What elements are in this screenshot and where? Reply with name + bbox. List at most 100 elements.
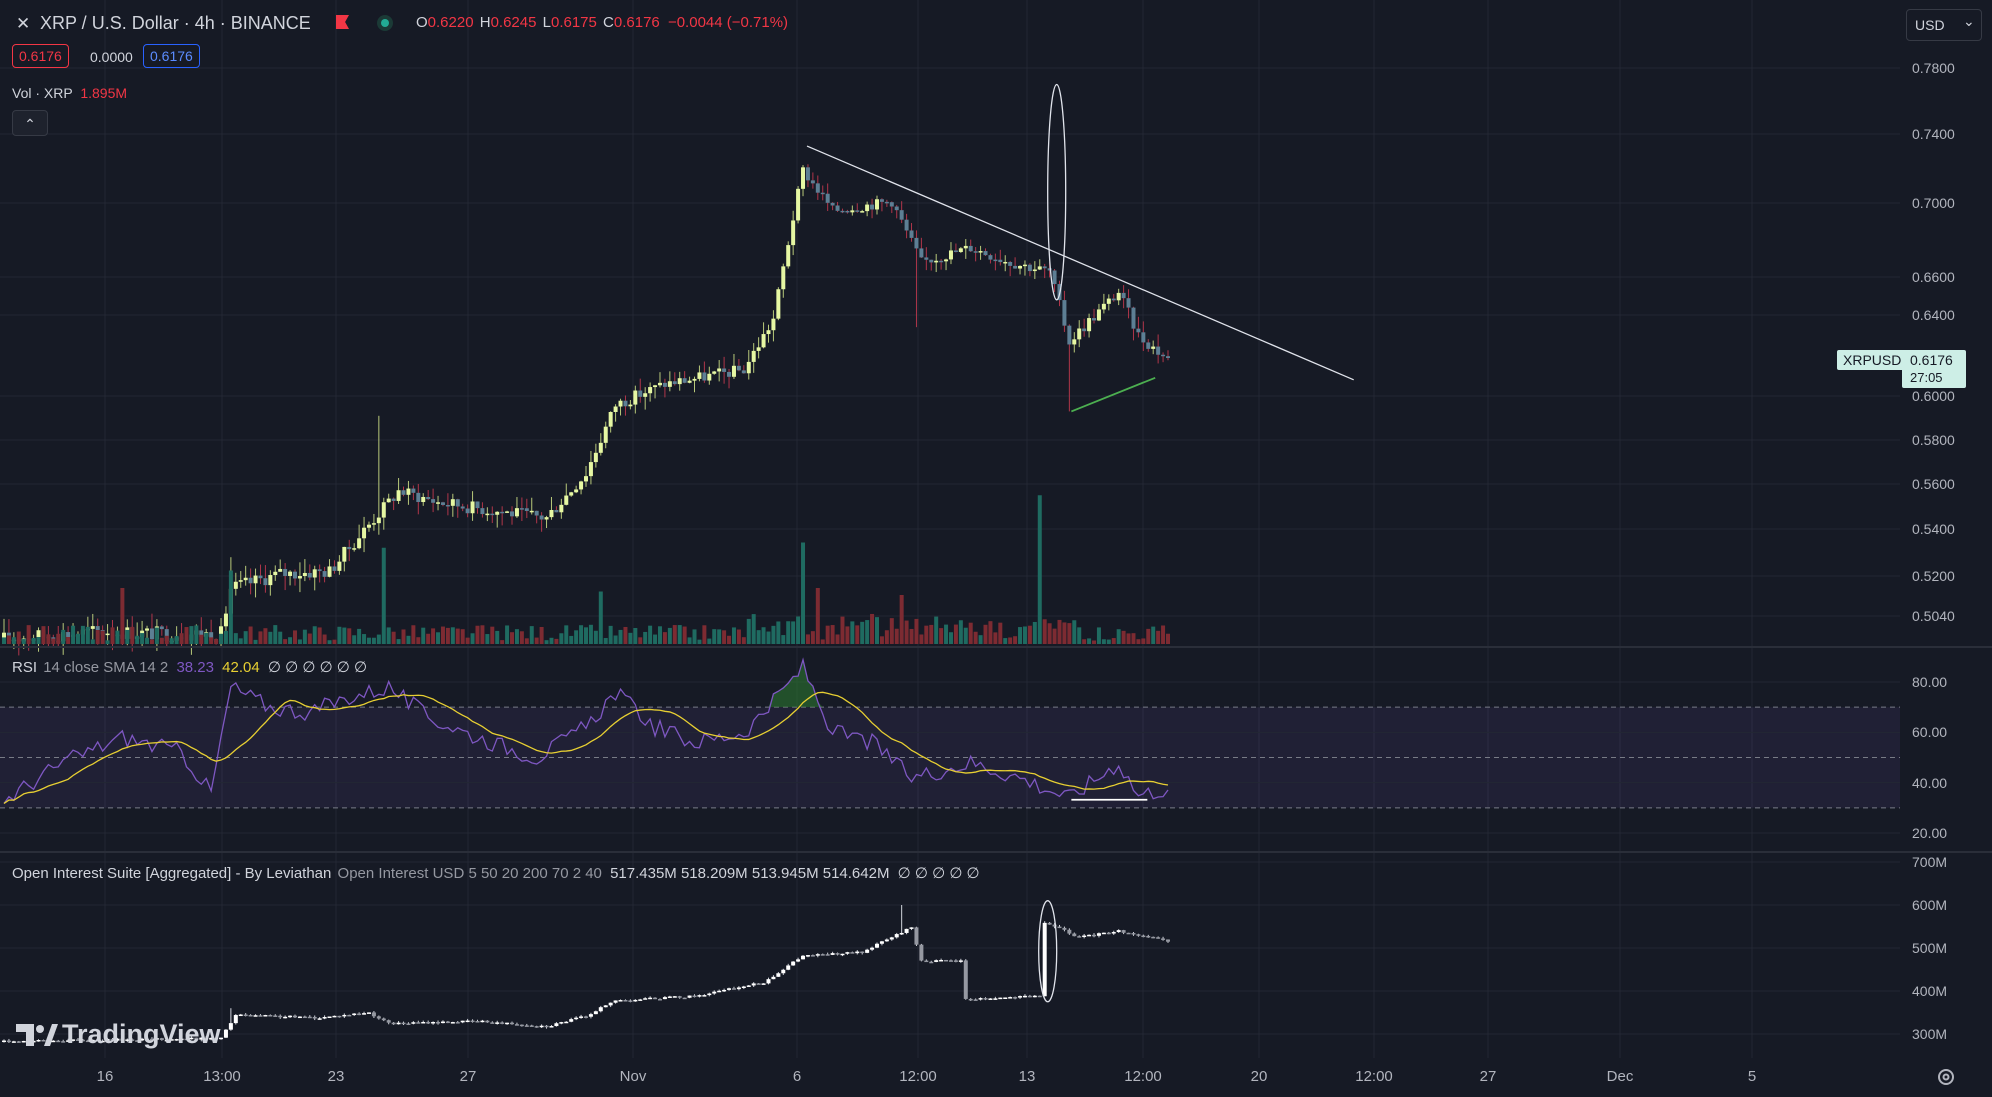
oi-candle bbox=[169, 1038, 174, 1041]
price-candle bbox=[870, 198, 875, 219]
oi-candle-body bbox=[722, 989, 727, 992]
oi-candle bbox=[362, 1011, 367, 1015]
pane-separator-rsi-oi[interactable] bbox=[0, 851, 1992, 853]
volume-bar bbox=[1161, 625, 1166, 644]
price-candle bbox=[445, 493, 450, 516]
volume-bar bbox=[41, 626, 46, 644]
oi-candle-body bbox=[490, 1022, 495, 1024]
oi-candle-body bbox=[1003, 997, 1008, 1000]
ask-price-button[interactable]: 0.6176 bbox=[143, 44, 200, 68]
volume-bar bbox=[228, 570, 233, 644]
volume-bar bbox=[352, 635, 357, 644]
volume-bar bbox=[717, 629, 722, 644]
volume-legend[interactable]: Vol · XRP 1.895M bbox=[12, 85, 128, 101]
volume-bar bbox=[386, 627, 391, 644]
price-candle bbox=[436, 495, 441, 511]
market-status-icon[interactable] bbox=[377, 15, 393, 31]
oi-candle bbox=[302, 1015, 307, 1019]
oi-candle-body bbox=[860, 951, 865, 954]
oi-candle bbox=[154, 1036, 159, 1041]
oi-candle-body bbox=[879, 941, 884, 944]
volume-bar bbox=[455, 628, 460, 644]
price-candle bbox=[1151, 340, 1156, 355]
oi-candle-body bbox=[855, 951, 860, 954]
price-candle bbox=[662, 378, 667, 398]
price-candle bbox=[835, 201, 840, 212]
oi-candle-body bbox=[914, 927, 919, 945]
candle-body bbox=[1067, 325, 1072, 345]
symbol-title[interactable]: XRP / U.S. Dollar · 4h · BINANCE bbox=[40, 13, 311, 33]
oi-candle bbox=[697, 994, 702, 998]
volume-bar bbox=[628, 632, 633, 644]
oi-candle bbox=[894, 932, 899, 939]
volume-bar bbox=[643, 631, 648, 644]
candle-body bbox=[860, 211, 865, 213]
volume-bar bbox=[273, 625, 278, 644]
price-candle bbox=[697, 365, 702, 382]
price-candle bbox=[495, 511, 500, 528]
volume-bar bbox=[480, 625, 485, 644]
candle-body bbox=[825, 193, 830, 203]
volume-bar bbox=[445, 627, 450, 644]
volume-bar bbox=[529, 626, 534, 644]
price-candle bbox=[998, 249, 1003, 266]
oi-candle bbox=[751, 982, 756, 987]
oi-candle-body bbox=[352, 1013, 357, 1016]
price-candle bbox=[337, 555, 342, 575]
oi-candle bbox=[223, 1029, 228, 1038]
oi-candle bbox=[741, 985, 746, 990]
oi-candle bbox=[105, 1038, 110, 1043]
oi-candle-body bbox=[875, 943, 879, 948]
oi-candle-body bbox=[371, 1012, 376, 1017]
oi-candle bbox=[815, 953, 820, 958]
oi-candle bbox=[204, 1036, 209, 1041]
candle-body bbox=[781, 266, 786, 290]
flag-icon[interactable] bbox=[336, 15, 349, 29]
oi-candle-body bbox=[953, 960, 958, 962]
candle-body bbox=[820, 192, 825, 195]
oi-candle-body bbox=[623, 1000, 628, 1002]
bid-price-button[interactable]: 0.6176 bbox=[12, 44, 69, 68]
price-candle bbox=[159, 625, 164, 636]
highlight-ellipse-oi bbox=[1038, 900, 1058, 1003]
currency-selector[interactable]: USD ⌄ bbox=[1906, 9, 1982, 41]
volume-bar bbox=[371, 637, 376, 644]
oi-candle-body bbox=[1042, 922, 1047, 997]
oi-candle-body bbox=[288, 1015, 293, 1018]
volume-bar bbox=[889, 618, 894, 644]
volume-bar bbox=[948, 632, 953, 644]
candle-body bbox=[884, 201, 889, 204]
open-interest-legend[interactable]: Open Interest Suite [Aggregated] - By Le… bbox=[12, 865, 980, 882]
oi-candle-body bbox=[534, 1026, 539, 1028]
gear-icon[interactable] bbox=[1935, 1066, 1957, 1088]
oi-candle-body bbox=[386, 1020, 391, 1023]
volume-bar bbox=[1077, 627, 1082, 644]
collapse-legend-button[interactable]: ⌃ bbox=[12, 110, 48, 136]
pane-separator-price-rsi[interactable] bbox=[0, 646, 1992, 648]
oi-candle-body bbox=[598, 1007, 603, 1012]
price-candle bbox=[317, 564, 322, 583]
price-candle bbox=[648, 382, 653, 402]
price-candle bbox=[510, 506, 515, 525]
candle-body bbox=[534, 510, 539, 516]
oi-candle bbox=[662, 996, 667, 1000]
price-tick-label: 0.6000 bbox=[1912, 388, 1955, 404]
close-symbol-icon[interactable]: ✕ bbox=[16, 14, 31, 33]
oi-candle bbox=[1042, 921, 1047, 997]
oi-candle bbox=[1027, 994, 1032, 998]
candle-body bbox=[756, 347, 761, 351]
oi-candle-body bbox=[840, 953, 845, 956]
oi-candle bbox=[21, 1040, 26, 1043]
oi-candle-body bbox=[436, 1021, 441, 1024]
price-candle bbox=[850, 205, 855, 216]
price-tick-label: 0.7000 bbox=[1912, 195, 1955, 211]
oi-candle bbox=[746, 985, 751, 987]
price-candle bbox=[1111, 294, 1116, 302]
price-candle bbox=[1052, 268, 1057, 293]
candle-body bbox=[707, 373, 712, 381]
rsi-legend[interactable]: RSI 14 close SMA 14 2 38.23 42.04 ∅ ∅ ∅ … bbox=[12, 659, 368, 676]
price-candle bbox=[682, 371, 687, 384]
oi-candle-body bbox=[519, 1024, 524, 1027]
candle-body bbox=[569, 492, 574, 496]
